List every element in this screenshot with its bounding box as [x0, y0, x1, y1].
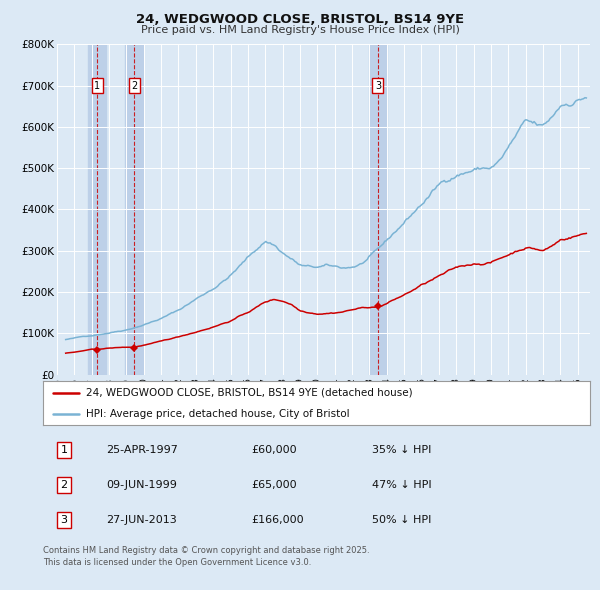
Bar — [125, 44, 143, 375]
Text: £65,000: £65,000 — [251, 480, 297, 490]
Text: 2: 2 — [61, 480, 68, 490]
Text: 09-JUN-1999: 09-JUN-1999 — [106, 480, 177, 490]
Bar — [369, 44, 386, 375]
Text: Contains HM Land Registry data © Crown copyright and database right 2025.
This d: Contains HM Land Registry data © Crown c… — [43, 546, 370, 566]
Text: £166,000: £166,000 — [251, 515, 304, 525]
Text: Price paid vs. HM Land Registry's House Price Index (HPI): Price paid vs. HM Land Registry's House … — [140, 25, 460, 35]
Text: 24, WEDGWOOD CLOSE, BRISTOL, BS14 9YE (detached house): 24, WEDGWOOD CLOSE, BRISTOL, BS14 9YE (d… — [86, 388, 413, 398]
Text: 3: 3 — [375, 81, 381, 90]
Text: 50% ↓ HPI: 50% ↓ HPI — [371, 515, 431, 525]
Text: 1: 1 — [61, 445, 67, 455]
Text: 2: 2 — [131, 81, 137, 90]
Bar — [88, 44, 106, 375]
Text: 1: 1 — [94, 81, 100, 90]
Text: 25-APR-1997: 25-APR-1997 — [106, 445, 178, 455]
Text: £60,000: £60,000 — [251, 445, 297, 455]
Text: HPI: Average price, detached house, City of Bristol: HPI: Average price, detached house, City… — [86, 409, 350, 419]
Text: 24, WEDGWOOD CLOSE, BRISTOL, BS14 9YE: 24, WEDGWOOD CLOSE, BRISTOL, BS14 9YE — [136, 13, 464, 26]
Text: 47% ↓ HPI: 47% ↓ HPI — [371, 480, 431, 490]
Text: 27-JUN-2013: 27-JUN-2013 — [106, 515, 177, 525]
Text: 35% ↓ HPI: 35% ↓ HPI — [371, 445, 431, 455]
Text: 3: 3 — [61, 515, 67, 525]
